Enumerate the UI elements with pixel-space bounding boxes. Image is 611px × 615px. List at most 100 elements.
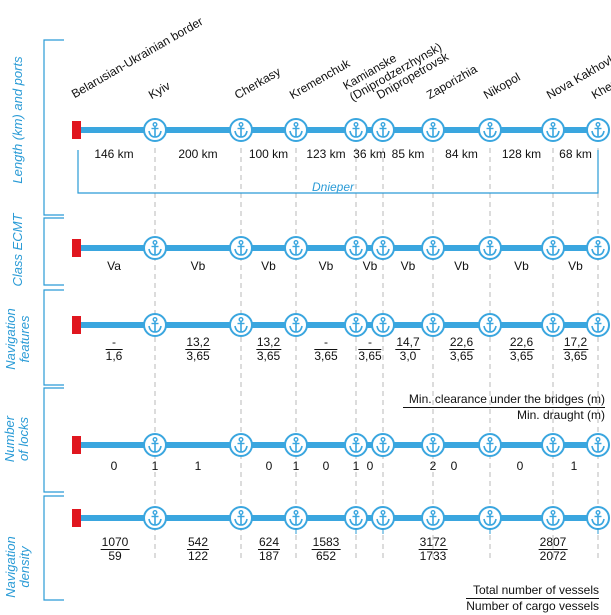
draught-value: 3,65 bbox=[186, 349, 210, 363]
draught-value: 3,0 bbox=[399, 349, 417, 363]
lock-count: 0 bbox=[265, 459, 273, 473]
density-value: 1070 59 bbox=[100, 535, 130, 563]
ecmt-class-label: Vb bbox=[318, 259, 334, 273]
cargo-vessels: 2072 bbox=[539, 549, 567, 563]
section-bracket bbox=[43, 387, 64, 493]
distance-label: 200 km bbox=[178, 147, 218, 161]
density-value: 2807 2072 bbox=[538, 535, 568, 563]
anchor-icon bbox=[421, 236, 445, 260]
draught-value: 3,65 bbox=[509, 349, 534, 363]
navigation-feature: 13,2 3,65 bbox=[255, 335, 282, 363]
lock-count: 1 bbox=[151, 459, 159, 473]
anchor-icon bbox=[229, 313, 253, 337]
anchor-icon bbox=[421, 506, 445, 530]
anchor-icon bbox=[586, 313, 610, 337]
clearance-value: 22,6 bbox=[448, 335, 475, 350]
border-marker bbox=[72, 239, 81, 257]
border-marker bbox=[72, 509, 81, 527]
clearance-value: 22,6 bbox=[508, 335, 535, 350]
clearance-value: 13,2 bbox=[255, 335, 282, 350]
navigation-feature: 14,7 3,0 bbox=[395, 335, 421, 363]
density-value: 3172 1733 bbox=[418, 536, 448, 563]
border-marker bbox=[72, 316, 81, 334]
draught-value: 3,65 bbox=[449, 349, 474, 363]
anchor-icon bbox=[478, 506, 502, 530]
distance-label: 36 km bbox=[353, 147, 386, 161]
lock-count: 0 bbox=[322, 459, 330, 473]
lock-count: 1 bbox=[194, 459, 202, 473]
anchor-icon bbox=[421, 118, 445, 142]
cargo-vessels: 1733 bbox=[419, 549, 447, 563]
clearance-value: - bbox=[358, 336, 382, 350]
density-bracket bbox=[489, 528, 599, 534]
anchor-icon bbox=[541, 118, 565, 142]
navigation-feature: 13,2 3,65 bbox=[185, 335, 211, 363]
total-vessels: 624 bbox=[257, 535, 281, 550]
density-bracket bbox=[295, 528, 357, 534]
distance-label: 84 km bbox=[445, 147, 478, 161]
navigation-feature: -3,65 bbox=[314, 336, 338, 363]
distance-label: 146 km bbox=[94, 147, 134, 161]
clearance-value: - bbox=[105, 336, 123, 350]
anchor-icon bbox=[541, 313, 565, 337]
anchor-icon bbox=[478, 236, 502, 260]
anchor-icon bbox=[143, 506, 167, 530]
border-marker bbox=[72, 121, 81, 139]
draught-value: 3,65 bbox=[314, 349, 338, 363]
anchor-icon bbox=[541, 236, 565, 260]
ecmt-class-label: Vb bbox=[261, 259, 276, 273]
density-value: 1583 652 bbox=[311, 535, 341, 563]
draught-value: 3,65 bbox=[563, 349, 588, 363]
lock-count: 2 bbox=[429, 459, 437, 473]
anchor-icon bbox=[229, 433, 253, 457]
anchor-icon bbox=[371, 118, 395, 142]
density-value: 542 122 bbox=[186, 536, 210, 563]
anchor-icon bbox=[478, 313, 502, 337]
clearance-value: 13,2 bbox=[185, 335, 211, 350]
anchor-icon bbox=[478, 118, 502, 142]
density-legend: Total number of vessels Number of cargo … bbox=[466, 583, 599, 614]
total-vessels: 1583 bbox=[311, 535, 341, 550]
anchor-icon bbox=[478, 433, 502, 457]
distance-label: 100 km bbox=[248, 147, 289, 161]
anchor-icon bbox=[371, 313, 395, 337]
anchor-icon bbox=[371, 506, 395, 530]
anchor-icon bbox=[284, 506, 308, 530]
anchor-icon bbox=[344, 433, 368, 457]
ecmt-class-label: Vb bbox=[400, 259, 416, 273]
anchor-icon bbox=[143, 313, 167, 337]
anchor-icon bbox=[143, 236, 167, 260]
anchor-icon bbox=[284, 118, 308, 142]
anchor-icon bbox=[586, 236, 610, 260]
density-legend-bottom: Number of cargo vessels bbox=[466, 599, 599, 613]
anchor-icon bbox=[284, 236, 308, 260]
anchor-icon bbox=[284, 433, 308, 457]
anchor-icon bbox=[586, 118, 610, 142]
section-bracket bbox=[43, 495, 64, 601]
ecmt-class-label: Vb bbox=[362, 259, 378, 273]
anchor-icon bbox=[586, 506, 610, 530]
anchor-icon bbox=[143, 118, 167, 142]
river-bracket bbox=[77, 150, 599, 194]
features-legend-bottom: Min. draught (m) bbox=[516, 408, 605, 422]
anchor-icon bbox=[284, 313, 308, 337]
navigation-feature: 22,6 3,65 bbox=[508, 335, 535, 363]
lock-count: 0 bbox=[516, 459, 524, 473]
anchor-icon bbox=[541, 506, 565, 530]
distance-label: 123 km bbox=[306, 147, 346, 161]
distance-label: 68 km bbox=[559, 147, 592, 161]
lock-count: 0 bbox=[110, 459, 118, 473]
total-vessels: 1070 bbox=[100, 535, 130, 550]
clearance-value: 17,2 bbox=[562, 335, 589, 350]
clearance-value: 14,7 bbox=[395, 335, 421, 350]
lock-count: 1 bbox=[352, 459, 360, 473]
cargo-vessels: 122 bbox=[187, 549, 209, 563]
border-marker bbox=[72, 436, 81, 454]
anchor-icon bbox=[421, 313, 445, 337]
anchor-icon bbox=[229, 506, 253, 530]
cargo-vessels: 187 bbox=[258, 549, 280, 563]
anchor-icon bbox=[229, 118, 253, 142]
ecmt-class-label: Va bbox=[107, 259, 121, 273]
total-vessels: 2807 bbox=[538, 535, 568, 550]
distance-label: 85 km bbox=[391, 147, 425, 161]
